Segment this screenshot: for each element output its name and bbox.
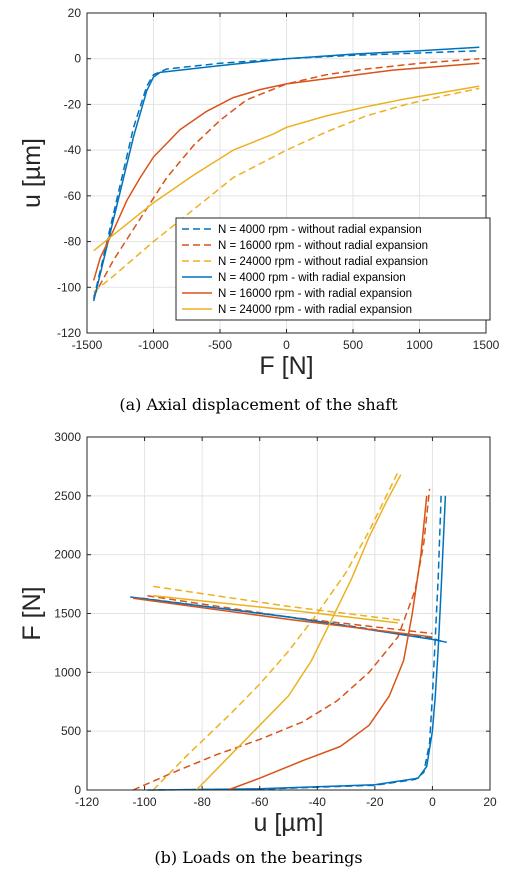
- y-tick-label: -20: [64, 97, 82, 111]
- y-tick-label: -120: [57, 326, 81, 340]
- caption-bearing-loads: (b) Loads on the bearings: [154, 848, 363, 867]
- y-axis-label: u [µm]: [18, 138, 46, 208]
- legend-box: [175, 217, 491, 321]
- y-tick-label: 2500: [54, 489, 81, 503]
- legend-label: N = 24000 rpm - with radial expansion: [218, 304, 412, 316]
- x-tick-label: -100: [133, 795, 157, 809]
- series-line-2-branch-0: [152, 471, 399, 791]
- x-tick-label: -1000: [138, 338, 169, 352]
- y-tick-label: -60: [64, 189, 82, 203]
- y-axis-label: F [N]: [18, 586, 46, 640]
- y-tick-label: 500: [61, 724, 81, 738]
- y-tick-label: -100: [57, 280, 81, 294]
- x-tick-label: 1500: [473, 338, 500, 352]
- y-tick-label: 2000: [54, 548, 81, 562]
- legend-label: N = 4000 rpm - without radial expansion: [218, 224, 422, 236]
- x-axis-label: F [N]: [259, 352, 313, 380]
- series-line-3: [92, 46, 480, 302]
- y-tick-label: 1000: [54, 665, 81, 679]
- x-axis-label: u [µm]: [254, 809, 324, 837]
- x-tick-label: 0: [283, 338, 290, 352]
- series-line-1: [93, 57, 480, 297]
- chart-axial-displacement: -1500 -1000 -500 0 500 1000 1500 -120 -100 -80 -60…: [18, 6, 500, 380]
- y-tick-label: 0: [74, 783, 81, 797]
- caption-axial-displacement: (a) Axial displacement of the shaft: [119, 395, 398, 414]
- x-tick-label: -500: [208, 338, 232, 352]
- y-tick-label: 1500: [54, 607, 81, 621]
- y-tick-label: 20: [68, 6, 82, 20]
- legend-label: N = 16000 rpm - without radial expansion: [218, 240, 428, 252]
- series-line-5-branch-0: [195, 474, 402, 791]
- series-line-4: [92, 62, 480, 281]
- x-tick-label: -40: [309, 795, 327, 809]
- x-tick-label: -80: [193, 795, 211, 809]
- series-line-4-branch-1: [132, 597, 433, 638]
- y-tick-label: 0: [74, 52, 81, 66]
- x-tick-label: 1000: [406, 338, 433, 352]
- legend: N = 4000 rpm - without radial expansion N…: [175, 217, 491, 321]
- x-tick-label: 0: [429, 795, 436, 809]
- y-tick-label: -40: [64, 143, 82, 157]
- series-line-5: [93, 85, 480, 252]
- y-tick-label: -80: [64, 235, 82, 249]
- x-tick-label: 20: [483, 795, 497, 809]
- x-tick-label: -20: [366, 795, 384, 809]
- chart-bearing-loads: -120 -100 -80 -60 -40 -20 0 20 0 500 1000 1500 2000 2…: [18, 430, 497, 837]
- x-tick-label: -120: [75, 795, 99, 809]
- series-line-2-branch-1: [153, 585, 404, 622]
- y-tick-label: 3000: [54, 430, 81, 444]
- x-tick-label: -1500: [72, 338, 103, 352]
- x-tick-label: -60: [251, 795, 269, 809]
- series-line-4-branch-0: [227, 495, 428, 791]
- x-tick-label: 500: [343, 338, 363, 352]
- legend-label: N = 4000 rpm - with radial expansion: [218, 272, 406, 284]
- series-line-5-branch-1: [153, 595, 398, 624]
- legend-label: N = 24000 rpm - without radial expansion: [218, 256, 428, 268]
- series-line-0: [92, 49, 480, 299]
- series-line-2: [93, 87, 480, 293]
- legend-label: N = 16000 rpm - with radial expansion: [218, 288, 412, 300]
- series-line-1-branch-1: [147, 595, 433, 635]
